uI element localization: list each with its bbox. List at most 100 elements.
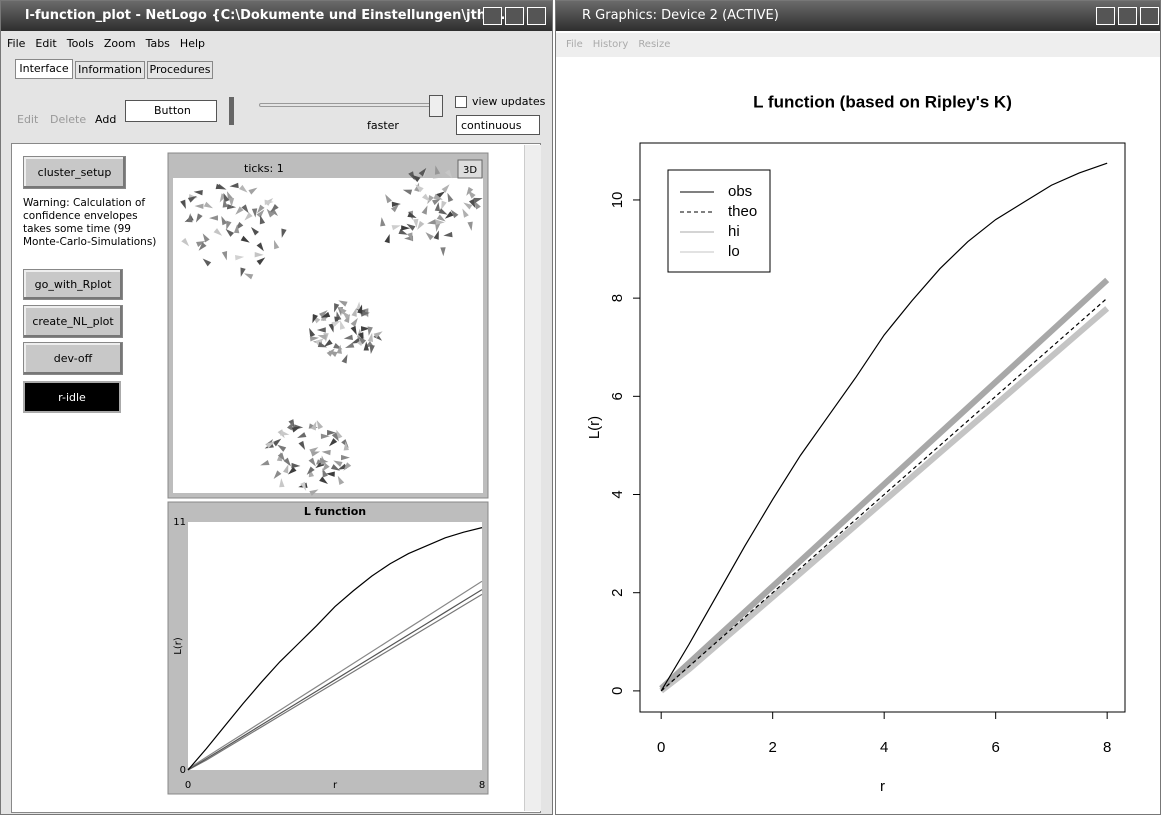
- turtle: [385, 194, 393, 204]
- chart-title: L function (based on Ripley's K): [753, 92, 1012, 111]
- turtle: [306, 466, 315, 475]
- turtle: [463, 202, 473, 210]
- close[interactable]: [1140, 7, 1159, 25]
- turtle: [336, 344, 342, 354]
- minimize[interactable]: [483, 7, 502, 25]
- turtle: [195, 213, 203, 223]
- legend-label: theo: [728, 203, 757, 220]
- speed-label: faster: [367, 119, 399, 132]
- 3d-label: 3D: [463, 165, 477, 176]
- turtle: [435, 219, 445, 225]
- toolbar-delete[interactable]: Delete: [50, 113, 87, 126]
- button[interactable]: r-idle: [23, 381, 121, 413]
- y-tick-label: 4: [609, 490, 626, 498]
- menu-item[interactable]: History: [592, 39, 629, 50]
- series-line: [659, 277, 1110, 691]
- minimize[interactable]: [1096, 7, 1115, 25]
- turtle: [431, 198, 442, 206]
- turtle: [384, 233, 390, 244]
- 3d-button[interactable]: [457, 159, 483, 179]
- turtle: [398, 228, 408, 235]
- turtle: [273, 470, 282, 479]
- turtle: [283, 464, 289, 474]
- turtle: [342, 311, 351, 320]
- legend-label: lo: [728, 243, 740, 260]
- button[interactable]: cluster_setup: [23, 156, 126, 189]
- turtle: [436, 214, 446, 222]
- turtle: [421, 193, 431, 202]
- separator: [229, 97, 234, 125]
- turtle: [283, 457, 291, 467]
- window-title: R Graphics: Device 2 (ACTIVE): [556, 1, 1160, 31]
- series-line: [660, 162, 1108, 692]
- button[interactable]: go_with_Rplot: [23, 269, 123, 300]
- close[interactable]: [527, 7, 546, 25]
- turtle: [202, 233, 210, 243]
- menu-item[interactable]: Tools: [66, 37, 94, 50]
- maximize[interactable]: [505, 7, 524, 25]
- menu-item[interactable]: Help: [179, 37, 205, 50]
- turtle: [238, 184, 248, 193]
- turtle: [321, 449, 331, 456]
- x-tick-label: 4: [880, 739, 888, 756]
- menu-item[interactable]: File: [7, 37, 26, 50]
- y-tick-label: 10: [609, 192, 626, 209]
- button[interactable]: create_NL_plot: [23, 305, 123, 338]
- turtle: [243, 273, 254, 280]
- menu-item[interactable]: File: [566, 39, 583, 50]
- r-window: R Graphics: Device 2 (ACTIVE) File Histor…: [555, 0, 1161, 815]
- toolbar-add[interactable]: Add: [95, 113, 117, 126]
- turtle: [193, 189, 203, 196]
- tab[interactable]: Procedures: [147, 61, 213, 79]
- turtle: [467, 221, 473, 231]
- checkbox[interactable]: [455, 96, 467, 108]
- turtle: [181, 237, 190, 247]
- turtle: [233, 224, 240, 234]
- turtle: [241, 204, 249, 214]
- toolbar-edit[interactable]: Edit: [17, 113, 39, 126]
- menu-item[interactable]: Edit: [35, 37, 57, 50]
- plot-frame: [639, 142, 1126, 713]
- turtle: [334, 303, 340, 313]
- turtle: [320, 311, 331, 318]
- turtle: [380, 217, 386, 227]
- turtle: [259, 214, 266, 225]
- turtle: [433, 193, 443, 200]
- turtle: [473, 200, 481, 210]
- turtle: [413, 218, 419, 229]
- turtle: [287, 421, 294, 431]
- turtle: [198, 242, 207, 251]
- turtle: [468, 198, 476, 209]
- turtle: [328, 438, 338, 447]
- turtle: [406, 223, 416, 231]
- turtle: [433, 230, 439, 240]
- button[interactable]: dev-off: [23, 342, 123, 375]
- turtle: [203, 201, 214, 209]
- scrollbar[interactable]: [524, 145, 541, 811]
- slider-thumb[interactable]: [429, 95, 443, 117]
- tab[interactable]: Interface: [15, 59, 73, 79]
- turtle: [367, 332, 374, 343]
- turtle: [466, 186, 474, 196]
- window-title: l-function_plot - NetLogo {C:\Dokumente …: [1, 1, 552, 31]
- menu-item[interactable]: Resize: [638, 39, 671, 50]
- turtle: [360, 326, 370, 332]
- menu-item[interactable]: Zoom: [103, 37, 136, 50]
- series-line: [187, 580, 483, 770]
- turtle: [418, 167, 427, 177]
- turtle: [228, 198, 235, 208]
- y-axis-label: L(r): [173, 637, 184, 655]
- turtle: [462, 208, 469, 218]
- widget-dropdown[interactable]: Button: [125, 100, 217, 122]
- menu-item[interactable]: Tabs: [145, 37, 170, 50]
- turtle: [407, 211, 417, 218]
- turtle: [256, 209, 265, 218]
- maximize[interactable]: [1118, 7, 1137, 25]
- update-mode[interactable]: continuous: [456, 115, 540, 135]
- turtle: [363, 341, 369, 351]
- turtle: [187, 195, 197, 203]
- turtle: [360, 311, 370, 317]
- turtle: [390, 203, 400, 213]
- tab[interactable]: Information: [75, 61, 145, 79]
